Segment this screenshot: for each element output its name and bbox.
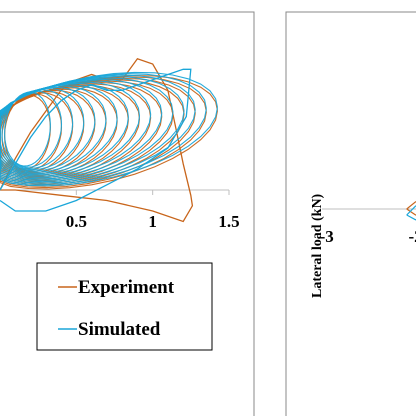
right-x-ticks: -3 -2: [320, 227, 416, 246]
hysteresis-loop-experiment: [0, 74, 219, 190]
left-x-ticks: 0.5 1 1.5: [66, 190, 240, 231]
hysteresis-loop-simulated: [0, 78, 163, 180]
hysteresis-loop-simulated: [0, 80, 152, 179]
hysteresis-loop-simulated: [0, 71, 219, 187]
hysteresis-loop-simulated: [0, 77, 174, 181]
series-line-simulated: [0, 68, 192, 212]
right-panel-frame: [285, 11, 416, 416]
hysteresis-loop-simulated: [0, 75, 185, 183]
legend-label-simulated: Simulated: [78, 319, 161, 340]
right-x-tick-label: -2: [408, 227, 416, 246]
hysteresis-loop-simulated: [0, 87, 85, 171]
hysteresis-loop-simulated: [0, 81, 141, 177]
hysteresis-loop-simulated: [0, 84, 118, 174]
legend-label-experiment: Experiment: [78, 277, 175, 298]
right-y-axis-label: Lateral load (kN): [310, 193, 325, 298]
legend: Experiment Simulated: [36, 262, 213, 351]
hysteresis-loop-simulated: [1, 90, 63, 168]
hysteresis-loop-simulated: [0, 82, 129, 176]
hysteresis-loop-simulated: [0, 86, 96, 172]
hysteresis-loop-simulated: [0, 73, 207, 186]
hysteresis-loop-experiment: [0, 88, 107, 176]
hysteresis-loop-experiment: [0, 89, 96, 175]
left-panel-frame: [0, 11, 255, 416]
hysteresis-loop-simulated: [4, 91, 51, 167]
hysteresis-loop-experiment: [0, 91, 85, 174]
right-series-group: [406, 201, 416, 221]
left-x-tick-label: 0.5: [66, 212, 87, 231]
hysteresis-loop-experiment: [0, 87, 118, 178]
left-x-tick-label: 1: [148, 212, 157, 231]
left-series-group: [0, 58, 219, 223]
legend-box: [36, 262, 213, 351]
left-x-tick-label: 1.5: [218, 212, 239, 231]
hysteresis-loop-simulated: [0, 85, 107, 173]
hysteresis-loop-experiment: [0, 92, 74, 173]
hysteresis-loop-simulated: [0, 89, 74, 170]
right-x-tick-label: -3: [320, 227, 334, 246]
hysteresis-loop-simulated: [0, 74, 196, 184]
